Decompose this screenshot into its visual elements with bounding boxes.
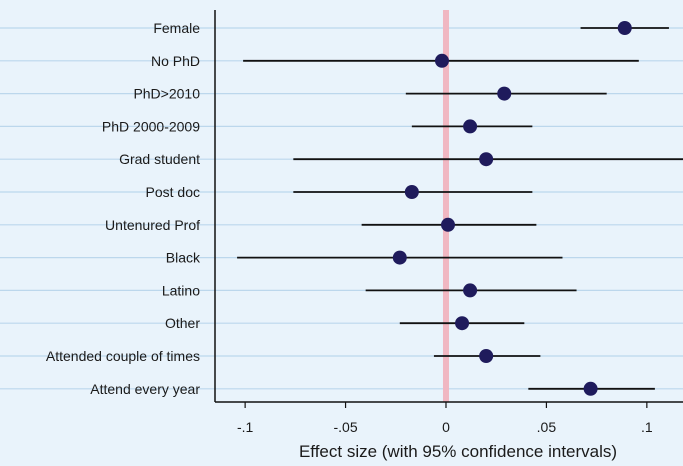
x-tick-label: -.05 [333, 419, 357, 435]
gridlines [0, 27, 683, 390]
category-label: PhD 2000-2009 [102, 118, 200, 134]
x-tick-label: -.1 [237, 419, 254, 435]
category-labels: Female No PhD PhD>2010 PhD 2000-2009 Grad st… [46, 20, 201, 397]
estimate-point [479, 152, 494, 167]
category-label: Attend every year [90, 381, 200, 397]
category-label: Untenured Prof [105, 217, 200, 233]
x-tick-label: .05 [537, 419, 557, 435]
estimate-point [479, 349, 494, 363]
x-tick-label: .1 [641, 419, 653, 435]
estimate-point [463, 283, 478, 298]
estimate-point [463, 119, 478, 134]
x-axis-ticks: -.1 -.05 0 .05 .1 [237, 402, 653, 435]
x-tick-label: 0 [442, 419, 450, 435]
x-axis-title: Effect size (with 95% confidence interva… [299, 442, 617, 461]
estimate-point [392, 250, 407, 265]
confidence-intervals [237, 27, 683, 390]
category-label: Attended couple of times [46, 348, 200, 364]
estimate-point [583, 381, 598, 396]
category-label: Other [165, 315, 200, 331]
estimate-point [497, 86, 512, 101]
estimate-point [440, 217, 455, 232]
estimate-point [617, 21, 632, 35]
category-label: Female [153, 20, 200, 36]
estimate-point [404, 185, 419, 199]
category-label: Post doc [146, 184, 200, 200]
estimate-points [392, 21, 632, 396]
category-label: No PhD [151, 53, 200, 69]
category-label: Grad student [119, 151, 200, 167]
estimate-point [434, 53, 449, 68]
category-label: Latino [162, 282, 200, 298]
category-label: Black [166, 250, 201, 266]
estimate-point [455, 316, 470, 331]
category-label: PhD>2010 [133, 86, 200, 102]
